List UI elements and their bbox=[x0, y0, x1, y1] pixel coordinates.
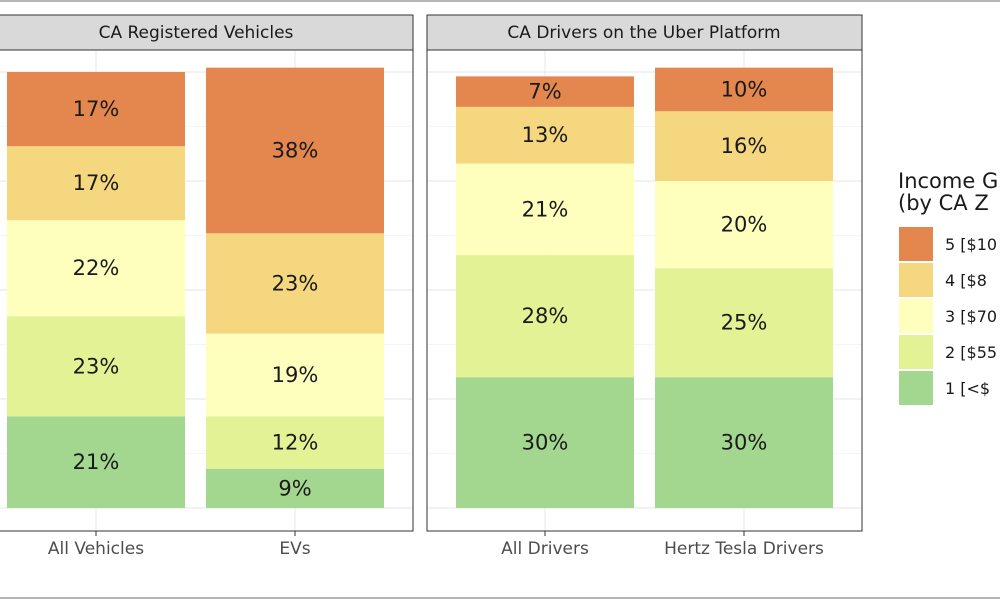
legend-key-group-5 bbox=[899, 227, 933, 261]
bar-segment-evs-group-3 bbox=[206, 333, 384, 417]
bar-segment-all-vehicles-group-5 bbox=[7, 72, 185, 147]
panel-1-bars: 21% 23% 22% 17% 17% 9% 12% 19% 23% 38% bbox=[7, 67, 384, 508]
data-label-all-vehicles-group-5: 17% bbox=[73, 97, 120, 121]
legend-title-line-1: Income G bbox=[898, 169, 998, 193]
bar-segment-hertz-tesla-drivers-group-2 bbox=[655, 268, 833, 378]
legend-label-group-5: 5 [$10 bbox=[945, 235, 997, 254]
data-label-hertz-tesla-drivers-group-1: 30% bbox=[721, 431, 768, 455]
legend-label-group-3: 3 [$70 bbox=[945, 307, 997, 326]
data-label-all-vehicles-group-2: 23% bbox=[73, 354, 120, 378]
data-label-evs-group-1: 9% bbox=[278, 476, 311, 500]
legend-label-group-1: 1 [<$ bbox=[945, 379, 990, 398]
data-label-hertz-tesla-drivers-group-2: 25% bbox=[721, 311, 768, 335]
data-label-all-drivers-group-2: 28% bbox=[522, 304, 569, 328]
x-tick-label: All Vehicles bbox=[48, 539, 144, 559]
panel-2-title: CA Drivers on the Uber Platform bbox=[507, 23, 780, 43]
bar-segment-all-drivers-group-1 bbox=[456, 377, 634, 508]
x-tick-label: EVs bbox=[279, 539, 310, 559]
panel-1-x-axis: All Vehicles EVs bbox=[48, 531, 311, 559]
legend-key-group-1 bbox=[899, 371, 933, 405]
legend-key-group-4 bbox=[899, 263, 933, 297]
bar-segment-all-vehicles-group-1 bbox=[7, 416, 185, 508]
data-label-all-drivers-group-5: 7% bbox=[528, 80, 561, 104]
data-label-evs-group-4: 23% bbox=[272, 271, 319, 295]
panel-2-x-axis: All Drivers Hertz Tesla Drivers bbox=[501, 531, 824, 559]
bar-segment-all-drivers-group-5 bbox=[456, 76, 634, 107]
bar-segment-evs-group-4 bbox=[206, 233, 384, 334]
legend-items: 5 [$10 4 [$8 3 [$70 2 [$55 1 [<$ bbox=[899, 227, 997, 405]
legend-title-line-2: (by CA Z bbox=[898, 191, 989, 215]
data-label-all-drivers-group-3: 21% bbox=[522, 197, 569, 221]
bar-segment-hertz-tesla-drivers-group-4 bbox=[655, 111, 833, 181]
data-label-hertz-tesla-drivers-group-5: 10% bbox=[721, 77, 768, 101]
bar-segment-evs-group-1 bbox=[206, 468, 384, 508]
data-label-all-vehicles-group-4: 17% bbox=[73, 171, 120, 195]
legend-label-group-2: 2 [$55 bbox=[945, 343, 997, 362]
bar-segment-all-drivers-group-4 bbox=[456, 106, 634, 164]
data-label-all-drivers-group-4: 13% bbox=[522, 123, 569, 147]
data-label-evs-group-2: 12% bbox=[272, 431, 319, 455]
legend-label-group-4: 4 [$8 bbox=[945, 271, 987, 290]
bar-segment-all-drivers-group-3 bbox=[456, 163, 634, 256]
panel-2-bars: 30% 28% 21% 13% 7% 30% 25% 20% 16% 10% bbox=[456, 67, 833, 508]
data-label-evs-group-5: 38% bbox=[272, 138, 319, 162]
panel-1-strip bbox=[0, 14, 414, 51]
bar-segment-all-vehicles-group-2 bbox=[7, 316, 185, 417]
panel-ca-drivers-uber: 30% 28% 21% 13% 7% 30% 25% 20% 16% 10% CA Drivers… bbox=[426, 14, 863, 559]
bar-segment-hertz-tesla-drivers-group-5 bbox=[655, 67, 833, 112]
legend: Income G (by CA Z 5 [$10 4 [$8 3 [$70 2 [$5… bbox=[898, 169, 998, 405]
panel-ca-registered-vehicles: 21% 23% 22% 17% 17% 9% 12% 19% 23% 38% CA Registe… bbox=[0, 14, 414, 559]
bar-segment-all-drivers-group-2 bbox=[456, 255, 634, 378]
data-label-hertz-tesla-drivers-group-3: 20% bbox=[721, 213, 768, 237]
data-label-all-drivers-group-1: 30% bbox=[522, 431, 569, 455]
bar-segment-evs-group-5 bbox=[206, 67, 384, 234]
legend-key-group-2 bbox=[899, 335, 933, 369]
bar-segment-all-vehicles-group-3 bbox=[7, 220, 185, 317]
bar-segment-evs-group-2 bbox=[206, 416, 384, 469]
panel-1-title: CA Registered Vehicles bbox=[99, 23, 294, 43]
data-label-all-vehicles-group-3: 22% bbox=[73, 256, 120, 280]
x-tick-label: Hertz Tesla Drivers bbox=[664, 539, 824, 559]
bar-segment-hertz-tesla-drivers-group-1 bbox=[655, 377, 833, 508]
panel-2-strip bbox=[426, 14, 863, 51]
x-tick-label: All Drivers bbox=[501, 539, 589, 559]
data-label-evs-group-3: 19% bbox=[272, 363, 319, 387]
data-label-all-vehicles-group-1: 21% bbox=[73, 450, 120, 474]
bar-segment-hertz-tesla-drivers-group-3 bbox=[655, 181, 833, 269]
legend-key-group-3 bbox=[899, 299, 933, 333]
data-label-hertz-tesla-drivers-group-4: 16% bbox=[721, 134, 768, 158]
bar-segment-all-vehicles-group-4 bbox=[7, 146, 185, 221]
